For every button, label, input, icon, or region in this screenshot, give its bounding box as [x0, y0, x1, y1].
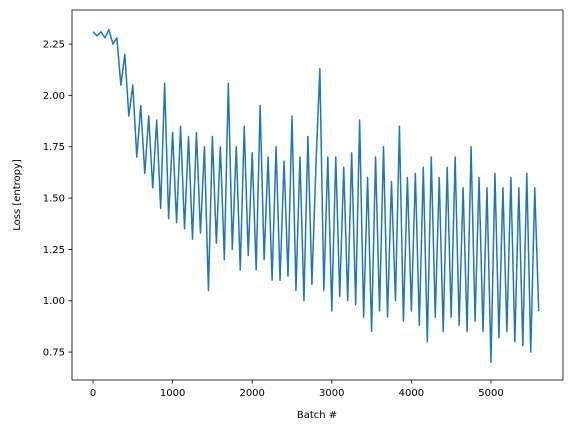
y-tick-label: 2.00 [43, 91, 65, 102]
x-tick-label: 2000 [239, 388, 264, 399]
x-tick-label: 1000 [160, 388, 185, 399]
x-tick-label: 3000 [319, 388, 344, 399]
y-tick-label: 1.75 [43, 142, 65, 153]
y-tick-label: 0.75 [43, 348, 65, 359]
y-tick-label: 2.25 [43, 40, 65, 51]
x-tick-label: 4000 [399, 388, 424, 399]
x-tick-label: 5000 [478, 388, 503, 399]
y-tick-label: 1.50 [43, 194, 65, 205]
plot-frame [71, 9, 564, 381]
x-axis-label: Batch # [297, 410, 337, 421]
y-axis-label: Loss [entropy] [12, 159, 23, 231]
x-tick-label: 0 [90, 388, 96, 399]
y-tick-label: 1.00 [43, 296, 65, 307]
loss-line [92, 28, 540, 364]
y-tick-label: 1.25 [43, 245, 65, 256]
